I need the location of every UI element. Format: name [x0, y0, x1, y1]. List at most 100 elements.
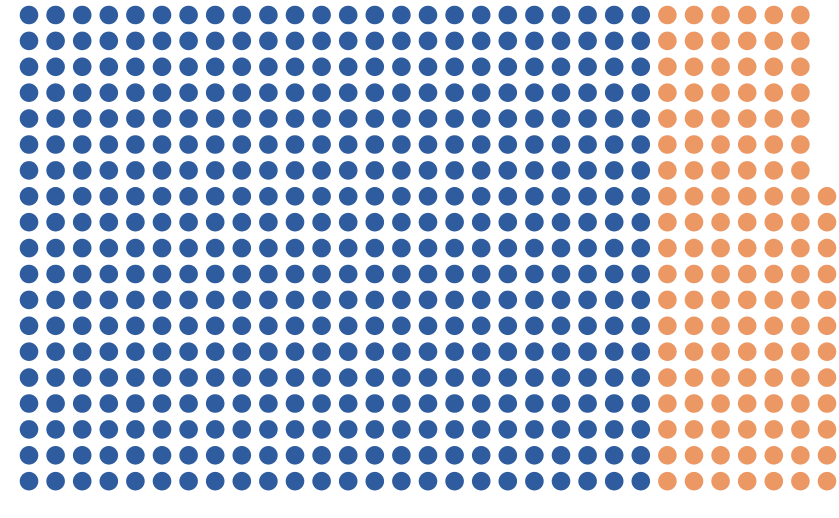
waffle-dot-series-1	[259, 290, 278, 310]
waffle-dot-series-1	[19, 212, 39, 232]
waffle-dot-series-1	[46, 264, 65, 284]
waffle-dot-series-1	[152, 446, 172, 465]
waffle-dot-series-2	[791, 83, 810, 102]
waffle-dot-series-1	[471, 316, 491, 336]
waffle-dot-series-1	[99, 446, 119, 465]
waffle-dot-series-1	[551, 290, 571, 310]
waffle-dot-series-1	[471, 57, 491, 77]
waffle-dot-series-1	[312, 83, 331, 102]
waffle-dot-series-2	[711, 187, 730, 206]
waffle-dot-series-1	[312, 368, 331, 387]
waffle-dot-series-2	[684, 212, 704, 232]
waffle-dot-series-1	[72, 5, 92, 25]
waffle-dot-series-1	[259, 212, 278, 232]
waffle-dot-series-1	[179, 109, 198, 128]
waffle-dot-series-1	[152, 161, 172, 180]
waffle-dot-series-1	[578, 31, 597, 51]
waffle-dot-series-1	[498, 187, 518, 206]
waffle-dot-series-1	[126, 5, 145, 25]
waffle-dot-series-1	[365, 290, 385, 310]
waffle-dot-series-2	[817, 316, 837, 336]
waffle-dot-series-1	[445, 135, 464, 154]
waffle-dot-series-1	[232, 57, 252, 77]
waffle-dot-series-1	[418, 5, 438, 25]
waffle-dot-series-1	[418, 109, 438, 128]
waffle-dot-series-1	[445, 187, 464, 206]
waffle-dot-series-1	[205, 290, 225, 310]
waffle-dot-series-1	[631, 31, 651, 51]
waffle-dot-series-2	[737, 238, 757, 258]
waffle-dot-series-1	[471, 135, 491, 154]
waffle-dot-series-1	[392, 238, 411, 258]
waffle-dot-series-1	[338, 316, 358, 336]
waffle-dot-series-1	[312, 316, 331, 336]
waffle-dot-series-1	[498, 109, 518, 128]
waffle-dot-series-1	[99, 316, 119, 336]
waffle-dot-series-1	[232, 420, 252, 439]
waffle-dot-series-1	[392, 5, 411, 25]
waffle-dot-series-1	[205, 394, 225, 413]
waffle-dot-series-1	[365, 187, 385, 206]
waffle-dot-series-1	[152, 5, 172, 25]
waffle-dot-series-1	[179, 394, 198, 413]
waffle-dot-series-1	[525, 5, 544, 25]
waffle-dot-series-1	[285, 264, 305, 284]
waffle-dot-series-1	[525, 368, 544, 387]
waffle-dot-series-1	[498, 420, 518, 439]
waffle-dot-series-1	[578, 238, 597, 258]
waffle-dot-series-2	[791, 368, 810, 387]
waffle-dot-series-2	[684, 187, 704, 206]
waffle-dot-series-1	[578, 342, 597, 362]
waffle-dot-series-1	[259, 264, 278, 284]
waffle-dot-series-1	[471, 471, 491, 491]
waffle-dot-series-2	[684, 264, 704, 284]
waffle-dot-series-1	[498, 471, 518, 491]
waffle-dot-series-1	[285, 161, 305, 180]
waffle-dot-series-1	[392, 31, 411, 51]
waffle-dot-series-1	[72, 187, 92, 206]
waffle-dot-series-1	[152, 109, 172, 128]
waffle-dot-series-1	[312, 187, 331, 206]
waffle-dot-series-1	[604, 83, 624, 102]
waffle-dot-series-1	[551, 187, 571, 206]
waffle-dot-series-1	[152, 57, 172, 77]
waffle-dot-series-1	[205, 5, 225, 25]
waffle-dot-series-2	[684, 394, 704, 413]
waffle-dot-series-1	[471, 5, 491, 25]
waffle-dot-series-1	[551, 420, 571, 439]
waffle-dot-series-1	[418, 135, 438, 154]
waffle-dot-series-1	[205, 471, 225, 491]
waffle-dot-series-2	[737, 264, 757, 284]
waffle-dot-series-1	[631, 57, 651, 77]
waffle-dot-series-1	[365, 368, 385, 387]
waffle-dot-series-1	[46, 290, 65, 310]
waffle-dot-series-1	[445, 161, 464, 180]
waffle-dot-series-1	[445, 342, 464, 362]
waffle-dot-series-1	[232, 238, 252, 258]
waffle-dot-series-2	[791, 446, 810, 465]
waffle-dot-series-1	[312, 342, 331, 362]
waffle-dot-series-1	[338, 394, 358, 413]
waffle-dot-series-1	[46, 316, 65, 336]
waffle-dot-series-1	[99, 109, 119, 128]
waffle-dot-series-2	[791, 161, 810, 180]
waffle-dot-series-1	[232, 135, 252, 154]
waffle-dot-series-1	[525, 83, 544, 102]
waffle-dot-series-1	[338, 238, 358, 258]
waffle-dot-series-1	[471, 290, 491, 310]
waffle-dot-series-1	[19, 368, 39, 387]
waffle-dot-series-1	[72, 368, 92, 387]
waffle-dot-series-2	[684, 57, 704, 77]
waffle-dot-series-1	[285, 57, 305, 77]
waffle-dot-series-1	[525, 394, 544, 413]
waffle-dot-series-1	[126, 109, 145, 128]
waffle-dot-series-1	[631, 394, 651, 413]
waffle-dot-series-1	[498, 290, 518, 310]
waffle-dot-series-1	[46, 83, 65, 102]
waffle-dot-series-2	[791, 238, 810, 258]
waffle-dot-series-2	[711, 290, 730, 310]
waffle-dot-series-1	[152, 212, 172, 232]
waffle-dot-series-1	[445, 238, 464, 258]
waffle-dot-series-1	[126, 57, 145, 77]
waffle-dot-series-1	[152, 290, 172, 310]
